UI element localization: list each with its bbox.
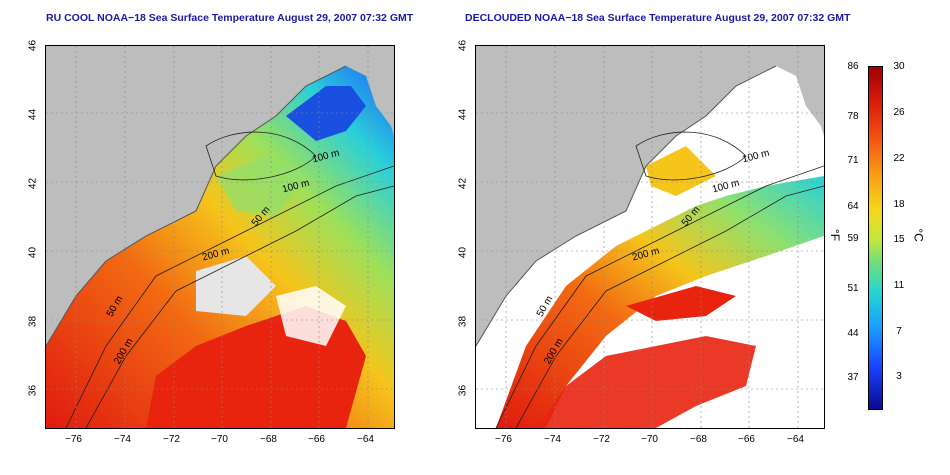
temperature-colorbar — [868, 66, 883, 410]
lat-tick: 40 — [27, 246, 39, 259]
right-map-title: DECLOUDED NOAA−18 Sea Surface Temperatur… — [465, 12, 851, 24]
lat-tick: 38 — [27, 315, 39, 328]
lon-tick: −70 — [641, 434, 658, 445]
c-tick: 18 — [893, 199, 905, 210]
f-tick: 37 — [847, 372, 859, 383]
c-tick: 11 — [893, 280, 905, 291]
lat-tick: 38 — [457, 315, 469, 328]
f-tick: 51 — [847, 283, 859, 294]
f-tick: 59 — [847, 233, 859, 244]
lat-tick: 42 — [457, 177, 469, 190]
c-tick: 22 — [893, 153, 905, 164]
lon-tick: −66 — [738, 434, 755, 445]
lat-tick: 42 — [27, 177, 39, 190]
celsius-unit: °C — [911, 228, 926, 242]
lat-tick: 36 — [457, 384, 469, 397]
lon-tick: −70 — [211, 434, 228, 445]
f-tick: 44 — [847, 328, 859, 339]
left-map-title: RU COOL NOAA−18 Sea Surface Temperature … — [46, 12, 414, 24]
lon-tick: −64 — [787, 434, 804, 445]
lat-tick: 46 — [457, 39, 469, 52]
lon-tick: −74 — [114, 434, 131, 445]
c-tick: 26 — [893, 107, 905, 118]
f-tick: 78 — [847, 111, 859, 122]
lat-tick: 40 — [457, 246, 469, 259]
right-sst-image — [476, 46, 824, 428]
lon-tick: −66 — [308, 434, 325, 445]
left-sst-image — [46, 46, 394, 428]
f-tick: 64 — [847, 201, 859, 212]
lat-tick: 46 — [27, 39, 39, 52]
lat-tick: 44 — [27, 108, 39, 121]
right-sst-map: 100 m 100 m 50 m 200 m 50 m 200 m — [475, 45, 825, 429]
lat-tick: 44 — [457, 108, 469, 121]
c-tick: 7 — [896, 326, 902, 337]
c-tick: 3 — [896, 371, 902, 382]
c-tick: 30 — [893, 61, 905, 72]
lon-tick: −72 — [163, 434, 180, 445]
lon-tick: −72 — [593, 434, 610, 445]
lon-tick: −74 — [544, 434, 561, 445]
f-tick: 71 — [847, 155, 859, 166]
lat-tick: 36 — [27, 384, 39, 397]
lon-tick: −76 — [65, 434, 82, 445]
lon-tick: −76 — [495, 434, 512, 445]
left-sst-map: 100 m 100 m 50 m 200 m 50 m 200 m — [45, 45, 395, 429]
lon-tick: −68 — [260, 434, 277, 445]
fahrenheit-unit: °F — [828, 228, 843, 242]
c-tick: 15 — [893, 234, 905, 245]
lon-tick: −68 — [690, 434, 707, 445]
lon-tick: −64 — [357, 434, 374, 445]
f-tick: 86 — [847, 61, 859, 72]
